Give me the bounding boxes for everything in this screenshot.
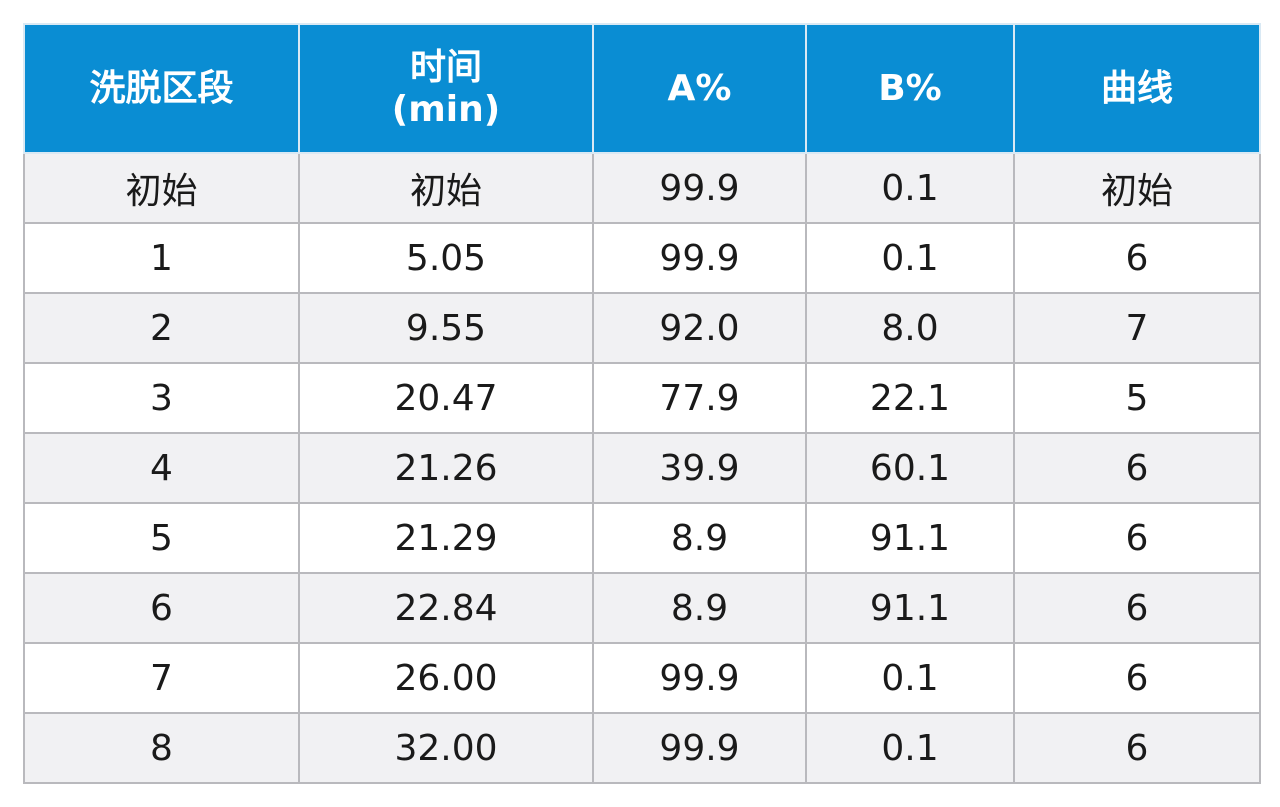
header-segment: 洗脱区段	[23, 23, 300, 154]
cell-segment: 7	[23, 642, 300, 714]
table-row: 5 21.29 8.9 91.1 6	[23, 502, 1261, 574]
table-row: 2 9.55 92.0 8.0 7	[23, 292, 1261, 364]
cell-a-percent: 8.9	[592, 572, 807, 644]
cell-a-percent: 92.0	[592, 292, 807, 364]
table-row: 4 21.26 39.9 60.1 6	[23, 432, 1261, 504]
header-a-percent: A%	[592, 23, 807, 154]
cell-a-percent: 99.9	[592, 222, 807, 294]
cell-a-percent: 8.9	[592, 502, 807, 574]
table-row: 3 20.47 77.9 22.1 5	[23, 362, 1261, 434]
header-curve: 曲线	[1013, 23, 1261, 154]
cell-time: 32.00	[298, 712, 594, 784]
cell-segment: 5	[23, 502, 300, 574]
cell-segment: 2	[23, 292, 300, 364]
cell-time: 22.84	[298, 572, 594, 644]
table-row: 初始 初始 99.9 0.1 初始	[23, 152, 1261, 224]
table-row: 7 26.00 99.9 0.1 6	[23, 642, 1261, 714]
header-time: 时间 (min)	[298, 23, 594, 154]
cell-a-percent: 99.9	[592, 712, 807, 784]
cell-time: 5.05	[298, 222, 594, 294]
cell-time: 26.00	[298, 642, 594, 714]
cell-time: 初始	[298, 152, 594, 224]
table-row: 6 22.84 8.9 91.1 6	[23, 572, 1261, 644]
cell-b-percent: 22.1	[805, 362, 1015, 434]
cell-time: 20.47	[298, 362, 594, 434]
cell-b-percent: 8.0	[805, 292, 1015, 364]
table-body: 初始 初始 99.9 0.1 初始 1 5.05 99.9 0.1 6 2 9.…	[23, 152, 1261, 784]
cell-segment: 4	[23, 432, 300, 504]
cell-b-percent: 91.1	[805, 502, 1015, 574]
cell-segment: 8	[23, 712, 300, 784]
cell-a-percent: 99.9	[592, 642, 807, 714]
cell-b-percent: 0.1	[805, 642, 1015, 714]
cell-segment: 6	[23, 572, 300, 644]
header-row: 洗脱区段 时间 (min) A% B% 曲线	[23, 23, 1261, 154]
cell-curve: 初始	[1013, 152, 1261, 224]
cell-curve: 7	[1013, 292, 1261, 364]
cell-b-percent: 91.1	[805, 572, 1015, 644]
gradient-table: 洗脱区段 时间 (min) A% B% 曲线 初始 初始 99.9 0.1 初始…	[23, 23, 1261, 784]
cell-curve: 6	[1013, 432, 1261, 504]
cell-b-percent: 0.1	[805, 222, 1015, 294]
cell-b-percent: 0.1	[805, 152, 1015, 224]
header-b-percent: B%	[805, 23, 1015, 154]
cell-a-percent: 39.9	[592, 432, 807, 504]
cell-time: 21.26	[298, 432, 594, 504]
cell-b-percent: 60.1	[805, 432, 1015, 504]
cell-a-percent: 99.9	[592, 152, 807, 224]
cell-segment: 1	[23, 222, 300, 294]
header-time-label: 时间	[409, 46, 482, 88]
cell-curve: 6	[1013, 572, 1261, 644]
table-row: 8 32.00 99.9 0.1 6	[23, 712, 1261, 784]
cell-curve: 5	[1013, 362, 1261, 434]
cell-curve: 6	[1013, 712, 1261, 784]
cell-a-percent: 77.9	[592, 362, 807, 434]
cell-time: 21.29	[298, 502, 594, 574]
cell-time: 9.55	[298, 292, 594, 364]
cell-curve: 6	[1013, 502, 1261, 574]
table-header: 洗脱区段 时间 (min) A% B% 曲线	[23, 23, 1261, 154]
cell-segment: 初始	[23, 152, 300, 224]
cell-b-percent: 0.1	[805, 712, 1015, 784]
header-time-unit: (min)	[391, 88, 501, 130]
cell-curve: 6	[1013, 222, 1261, 294]
cell-curve: 6	[1013, 642, 1261, 714]
table-row: 1 5.05 99.9 0.1 6	[23, 222, 1261, 294]
cell-segment: 3	[23, 362, 300, 434]
